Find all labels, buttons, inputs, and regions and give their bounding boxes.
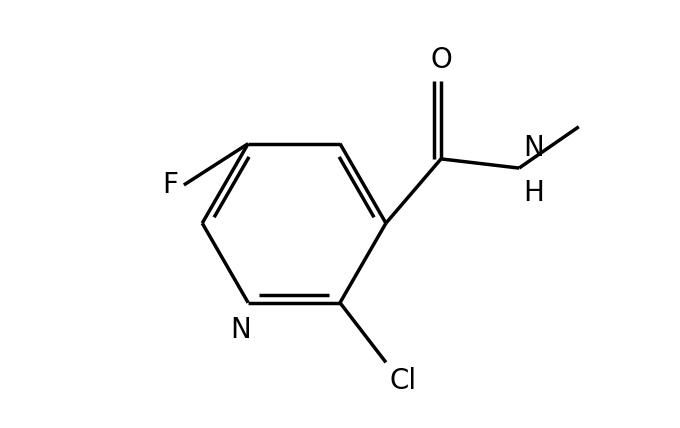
Text: N: N xyxy=(231,315,251,344)
Text: H: H xyxy=(523,179,543,207)
Text: O: O xyxy=(430,46,452,74)
Text: F: F xyxy=(163,171,178,199)
Text: Cl: Cl xyxy=(390,367,417,395)
Text: N: N xyxy=(523,134,543,162)
